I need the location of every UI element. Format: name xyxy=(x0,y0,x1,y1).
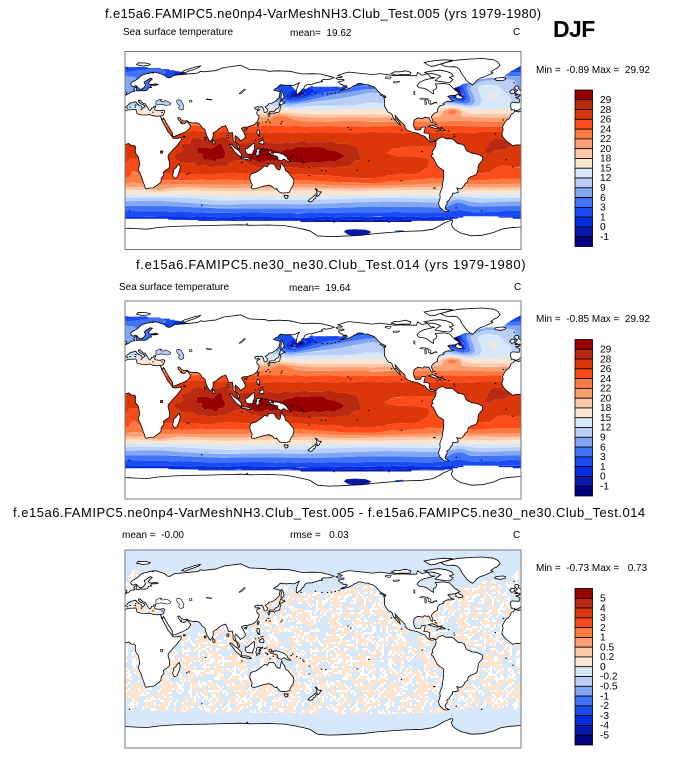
svg-text:0.5: 0.5 xyxy=(600,642,614,653)
svg-text:3: 3 xyxy=(600,452,606,463)
svg-text:28: 28 xyxy=(600,105,612,116)
svg-text:0: 0 xyxy=(600,222,606,233)
svg-text:-2: -2 xyxy=(600,701,609,712)
svg-text:20: 20 xyxy=(600,393,612,404)
svg-text:-3: -3 xyxy=(600,711,609,722)
svg-text:0: 0 xyxy=(600,662,606,673)
svg-text:18: 18 xyxy=(600,403,612,414)
svg-text:26: 26 xyxy=(600,364,612,375)
svg-text:18: 18 xyxy=(600,154,612,165)
svg-text:-4: -4 xyxy=(600,721,609,732)
svg-text:3: 3 xyxy=(600,203,606,214)
svg-text:15: 15 xyxy=(600,163,612,174)
svg-text:28: 28 xyxy=(600,354,612,365)
svg-text:22: 22 xyxy=(600,134,612,145)
svg-text:24: 24 xyxy=(600,124,612,135)
svg-text:-0.5: -0.5 xyxy=(600,682,618,693)
svg-text:-1: -1 xyxy=(600,232,609,243)
svg-text:29: 29 xyxy=(600,345,612,356)
svg-text:12: 12 xyxy=(600,423,612,434)
svg-text:5: 5 xyxy=(600,594,606,605)
svg-text:-1: -1 xyxy=(600,481,609,492)
svg-text:1: 1 xyxy=(600,633,606,644)
svg-text:-1: -1 xyxy=(600,691,609,702)
svg-text:-0.2: -0.2 xyxy=(600,672,618,683)
svg-text:9: 9 xyxy=(600,433,606,444)
svg-text:2: 2 xyxy=(600,623,606,634)
svg-text:9: 9 xyxy=(600,183,606,194)
svg-text:22: 22 xyxy=(600,384,612,395)
svg-text:1: 1 xyxy=(600,212,606,223)
svg-text:1: 1 xyxy=(600,462,606,473)
svg-text:26: 26 xyxy=(600,115,612,126)
svg-text:6: 6 xyxy=(600,193,606,204)
svg-text:24: 24 xyxy=(600,374,612,385)
svg-text:0.2: 0.2 xyxy=(600,652,614,663)
svg-text:6: 6 xyxy=(600,442,606,453)
svg-text:15: 15 xyxy=(600,413,612,424)
svg-text:-5: -5 xyxy=(600,730,609,741)
svg-text:4: 4 xyxy=(600,603,606,614)
svg-text:12: 12 xyxy=(600,173,612,184)
svg-text:29: 29 xyxy=(600,95,612,106)
svg-text:3: 3 xyxy=(600,613,606,624)
svg-text:0: 0 xyxy=(600,472,606,483)
svg-text:20: 20 xyxy=(600,144,612,155)
